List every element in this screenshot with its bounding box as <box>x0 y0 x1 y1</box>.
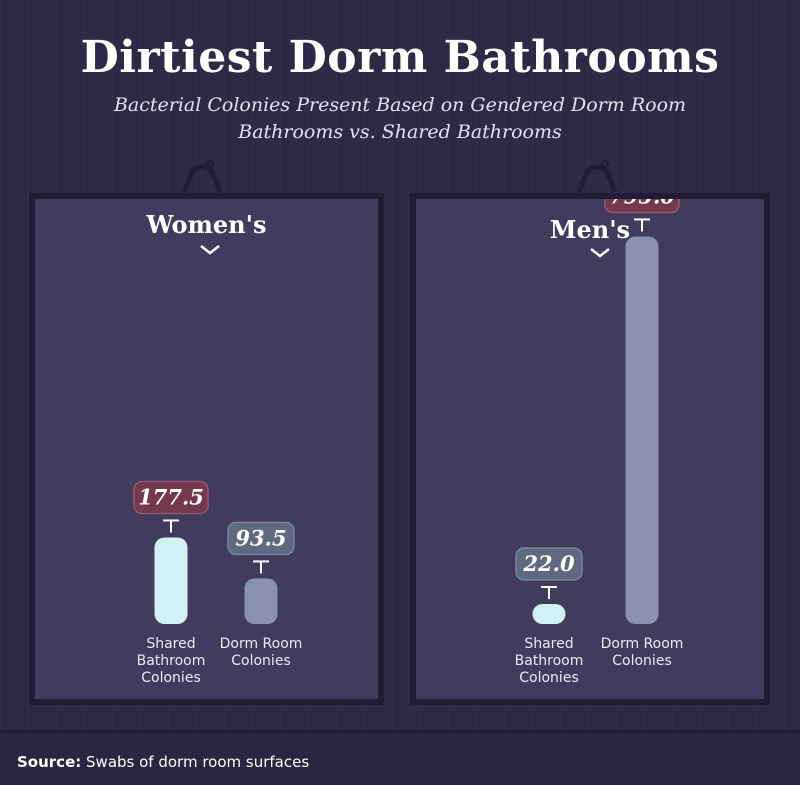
category-label: Colonies <box>612 653 671 669</box>
chart-title: Dirtiest Dorm Bathrooms <box>80 32 720 83</box>
value-label: 93.5 <box>235 525 286 550</box>
value-label: 177.5 <box>138 484 204 509</box>
subtitle-line-1: Bacterial Colonies Present Based on Gend… <box>113 94 687 116</box>
bar <box>244 578 278 624</box>
footer: Source: Swabs of dorm room surfaces <box>0 733 800 785</box>
bar <box>532 604 566 624</box>
footer-divider <box>0 730 800 733</box>
source-note: Source: Swabs of dorm room surfaces <box>17 753 309 771</box>
value-label-box <box>515 547 583 581</box>
category-label: Dorm Room <box>601 636 684 652</box>
value-label-box <box>133 480 209 515</box>
hanger-icon <box>181 159 223 193</box>
womens-panel: Women's 177.5 Shared Bathroom Colonies 93.5 D… <box>29 193 384 705</box>
chart-subtitle: Bacterial Colonies Present Based on Gend… <box>60 92 740 146</box>
value-label-box <box>227 521 295 556</box>
hanger-icon <box>576 159 618 193</box>
category-label: Bathroom <box>137 653 206 669</box>
chevron-down-icon <box>590 248 610 258</box>
category-label: Colonies <box>231 653 290 669</box>
mens-bar-chart: 22.0SharedBathroomColonies795.0Dorm Room… <box>515 199 684 686</box>
bar <box>625 236 659 624</box>
category-label: Shared <box>524 636 573 652</box>
mens-panel-title: Men's <box>549 215 631 244</box>
chevron-down-icon <box>200 245 220 255</box>
mens-panel: Men's 22.0SharedBathroomColonies795.0Dor… <box>410 193 770 705</box>
value-label: 22.0 <box>522 551 575 576</box>
bar <box>154 537 188 624</box>
subtitle-line-2: Bathrooms vs. Shared Bathrooms <box>238 121 562 143</box>
value-label-box <box>604 199 680 214</box>
value-label: 795.0 <box>609 199 675 208</box>
category-label: Shared <box>146 636 195 652</box>
category-label: Colonies <box>141 670 200 686</box>
category-label: Dorm Room <box>220 636 303 652</box>
category-label: Bathroom <box>515 653 584 669</box>
source-label: Source: <box>17 753 82 771</box>
womens-panel-title: Women's <box>146 210 267 239</box>
source-text: Swabs of dorm room surfaces <box>86 753 310 771</box>
category-label: Colonies <box>519 670 578 686</box>
